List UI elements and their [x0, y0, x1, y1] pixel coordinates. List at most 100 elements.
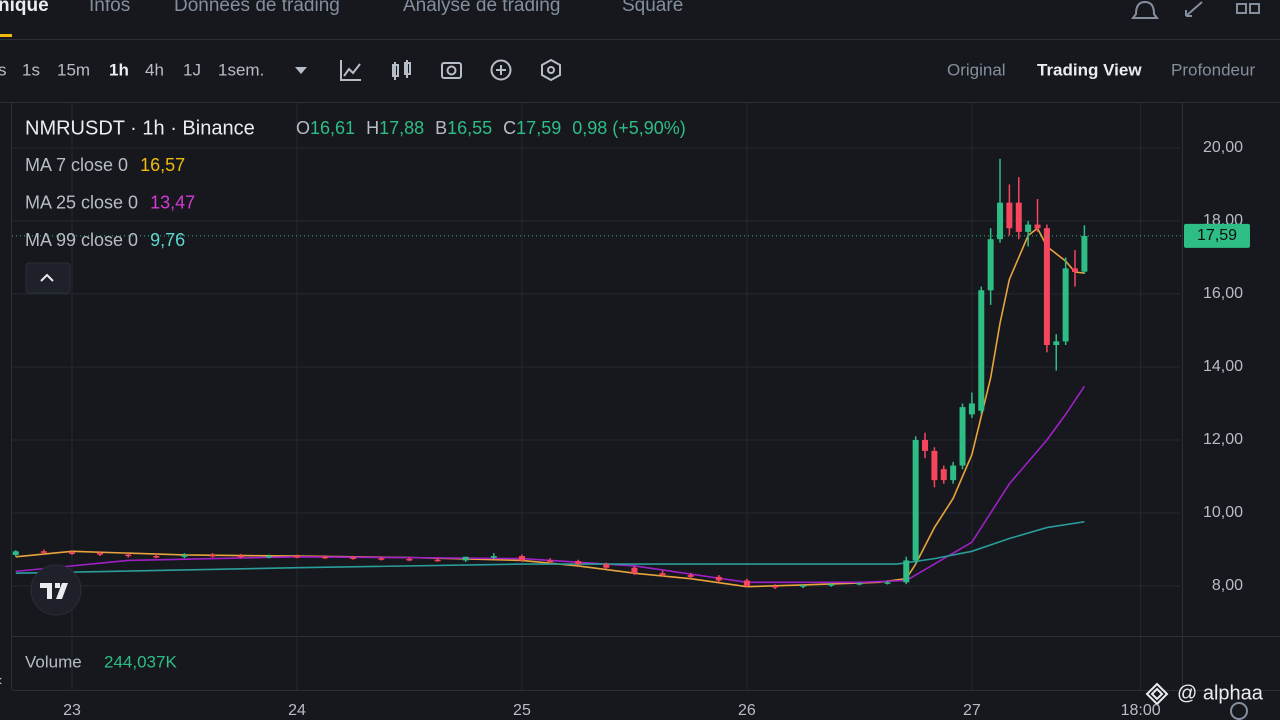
- candle-body: [828, 584, 835, 586]
- candle-body: [1015, 202, 1022, 232]
- y-tick-label: 12,00: [1203, 431, 1243, 448]
- view-option[interactable]: Trading View: [1037, 60, 1142, 79]
- scroll-arrow[interactable]: ‹: [0, 672, 2, 689]
- interval[interactable]: 4h: [145, 60, 164, 79]
- candle-body: [631, 567, 638, 574]
- ohlc-value: 16,61: [310, 118, 355, 138]
- candle-body: [97, 553, 104, 555]
- view-option[interactable]: Profondeur: [1171, 60, 1255, 79]
- candle-body: [856, 583, 863, 585]
- layout-icon: [1249, 3, 1260, 14]
- candle-body: [940, 469, 947, 481]
- candle-body: [743, 580, 750, 586]
- nav-tab[interactable]: Square: [622, 0, 683, 16]
- candle-body: [603, 564, 610, 568]
- candle-body: [772, 585, 779, 588]
- bell-icon[interactable]: [1131, 0, 1159, 19]
- candle-body: [265, 556, 272, 558]
- add-icon[interactable]: [490, 59, 512, 81]
- ma-value: 13,47: [150, 192, 195, 212]
- indicator-icon[interactable]: [340, 60, 361, 81]
- ma-line: [15, 385, 1086, 584]
- dropdown-icon[interactable]: [295, 67, 307, 74]
- candle-body: [209, 554, 216, 557]
- legend: NMRUSDT · 1h · Binance O 16,61 H 17,88 B 16,5…: [25, 117, 686, 294]
- x-tick-label: 18:00: [1121, 702, 1161, 719]
- candle-body: [350, 557, 357, 560]
- collapse-icon: [40, 273, 54, 282]
- y-tick-label: 8,00: [1212, 577, 1243, 594]
- camera-icon[interactable]: [441, 62, 462, 79]
- candle-body: [575, 561, 582, 565]
- settings-icon[interactable]: [1230, 702, 1248, 720]
- ohlc-key: O: [296, 118, 310, 138]
- interval[interactable]: s: [0, 60, 7, 79]
- grid: [12, 103, 1180, 690]
- ma-value: 9,76: [150, 230, 185, 250]
- layout-icon[interactable]: [1236, 3, 1247, 14]
- candle-body: [922, 439, 929, 451]
- nav-tab[interactable]: Données de trading: [174, 0, 340, 16]
- candle-type-icon[interactable]: [392, 60, 411, 80]
- x-tick-label: 24: [288, 702, 306, 719]
- add-icon-cross: [496, 65, 506, 75]
- ohlc-key: H: [366, 118, 379, 138]
- settings-dot: [547, 66, 555, 74]
- settings-icon[interactable]: [541, 58, 561, 82]
- interval[interactable]: 1h: [109, 60, 129, 79]
- candle-body: [40, 551, 47, 553]
- candle-body: [659, 573, 666, 576]
- tv-logo: [30, 564, 82, 616]
- active-tab-indicator: [0, 34, 12, 37]
- ohlc-key: B: [435, 118, 447, 138]
- candle-body: [1053, 341, 1060, 346]
- candle-body: [293, 556, 300, 558]
- candle-body: [687, 575, 694, 577]
- candle-body: [987, 239, 994, 291]
- candle-body: [1062, 268, 1069, 342]
- candle-body: [406, 558, 413, 561]
- candle-body: [434, 559, 441, 562]
- x-tick-label: 23: [63, 702, 81, 719]
- candle-body: [715, 576, 722, 581]
- candle-body: [490, 556, 497, 558]
- candle-body: [462, 556, 469, 561]
- x-tick-label: 26: [738, 702, 756, 719]
- view-option[interactable]: Original: [947, 60, 1006, 79]
- nav-tab[interactable]: nique: [0, 0, 49, 16]
- symbol: NMRUSDT · 1h · Binance: [25, 117, 255, 139]
- candle-body: [950, 465, 957, 481]
- ohlc: O 16,61 H 17,88 B 16,55 C 17,59 0,98 (+5,90%): [296, 118, 686, 138]
- nav-bar: nique Infos Données de trading Analyse d…: [0, 0, 1280, 40]
- candle-body: [1025, 224, 1032, 232]
- expand-icon[interactable]: [1185, 1, 1203, 17]
- ma-name: MA 25 close 0: [25, 192, 138, 212]
- camera-lens: [446, 65, 457, 76]
- ma-value: 16,57: [140, 155, 185, 175]
- interval[interactable]: 15m: [57, 60, 90, 79]
- ma-name: MA 7 close 0: [25, 155, 128, 175]
- x-tick-label: 27: [963, 702, 981, 719]
- interval[interactable]: 1J: [183, 60, 201, 79]
- nav-tab[interactable]: Infos: [89, 0, 130, 16]
- candle-body: [903, 560, 910, 583]
- nav-tab[interactable]: Analyse de trading: [403, 0, 560, 16]
- interval[interactable]: 1sem.: [218, 60, 264, 79]
- ohlc-value: 17,88: [379, 118, 424, 138]
- tv-logo-mark: [40, 583, 68, 599]
- collapse-button[interactable]: [25, 262, 71, 294]
- volume-label: Volume: [25, 652, 82, 671]
- candle-body: [978, 290, 985, 411]
- interval[interactable]: 1s: [22, 60, 40, 79]
- candle-body: [181, 554, 188, 557]
- candle-body: [237, 555, 244, 558]
- candle-body: [1081, 235, 1088, 272]
- last-price-label: 17,59: [1197, 227, 1237, 244]
- candle-body: [68, 552, 75, 554]
- candle-body: [968, 403, 975, 415]
- candle-body: [931, 450, 938, 481]
- ohlc-value: 16,55: [447, 118, 492, 138]
- y-tick-label: 16,00: [1203, 285, 1243, 302]
